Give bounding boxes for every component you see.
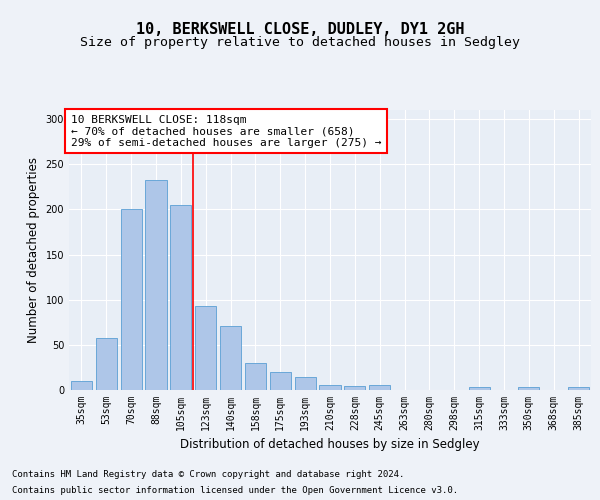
Bar [344,386,365,390]
Bar [71,381,92,390]
Bar [270,372,291,390]
Bar [195,306,216,390]
Y-axis label: Number of detached properties: Number of detached properties [27,157,40,343]
Text: Contains public sector information licensed under the Open Government Licence v3: Contains public sector information licen… [12,486,458,495]
Bar [220,326,241,390]
Bar [369,386,390,390]
X-axis label: Distribution of detached houses by size in Sedgley: Distribution of detached houses by size … [180,438,480,452]
Text: Contains HM Land Registry data © Crown copyright and database right 2024.: Contains HM Land Registry data © Crown c… [12,470,404,479]
Bar [295,378,316,390]
Bar [170,205,191,390]
Bar [96,338,117,390]
Bar [518,388,539,390]
Bar [145,180,167,390]
Bar [319,386,341,390]
Text: 10 BERKSWELL CLOSE: 118sqm
← 70% of detached houses are smaller (658)
29% of sem: 10 BERKSWELL CLOSE: 118sqm ← 70% of deta… [71,114,382,148]
Bar [121,210,142,390]
Bar [469,388,490,390]
Text: 10, BERKSWELL CLOSE, DUDLEY, DY1 2GH: 10, BERKSWELL CLOSE, DUDLEY, DY1 2GH [136,22,464,38]
Bar [568,388,589,390]
Text: Size of property relative to detached houses in Sedgley: Size of property relative to detached ho… [80,36,520,49]
Bar [245,363,266,390]
